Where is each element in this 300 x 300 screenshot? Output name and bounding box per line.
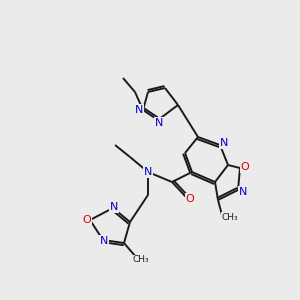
Text: O: O [82, 215, 91, 225]
Text: N: N [239, 187, 247, 197]
Text: N: N [220, 138, 228, 148]
Text: CH₃: CH₃ [222, 212, 238, 221]
Text: N: N [144, 167, 152, 177]
Text: N: N [155, 118, 163, 128]
Text: CH₃: CH₃ [133, 256, 149, 265]
Text: N: N [135, 105, 143, 115]
Text: N: N [110, 202, 118, 212]
Text: O: O [241, 162, 249, 172]
Text: O: O [186, 194, 194, 204]
Text: N: N [100, 236, 108, 246]
